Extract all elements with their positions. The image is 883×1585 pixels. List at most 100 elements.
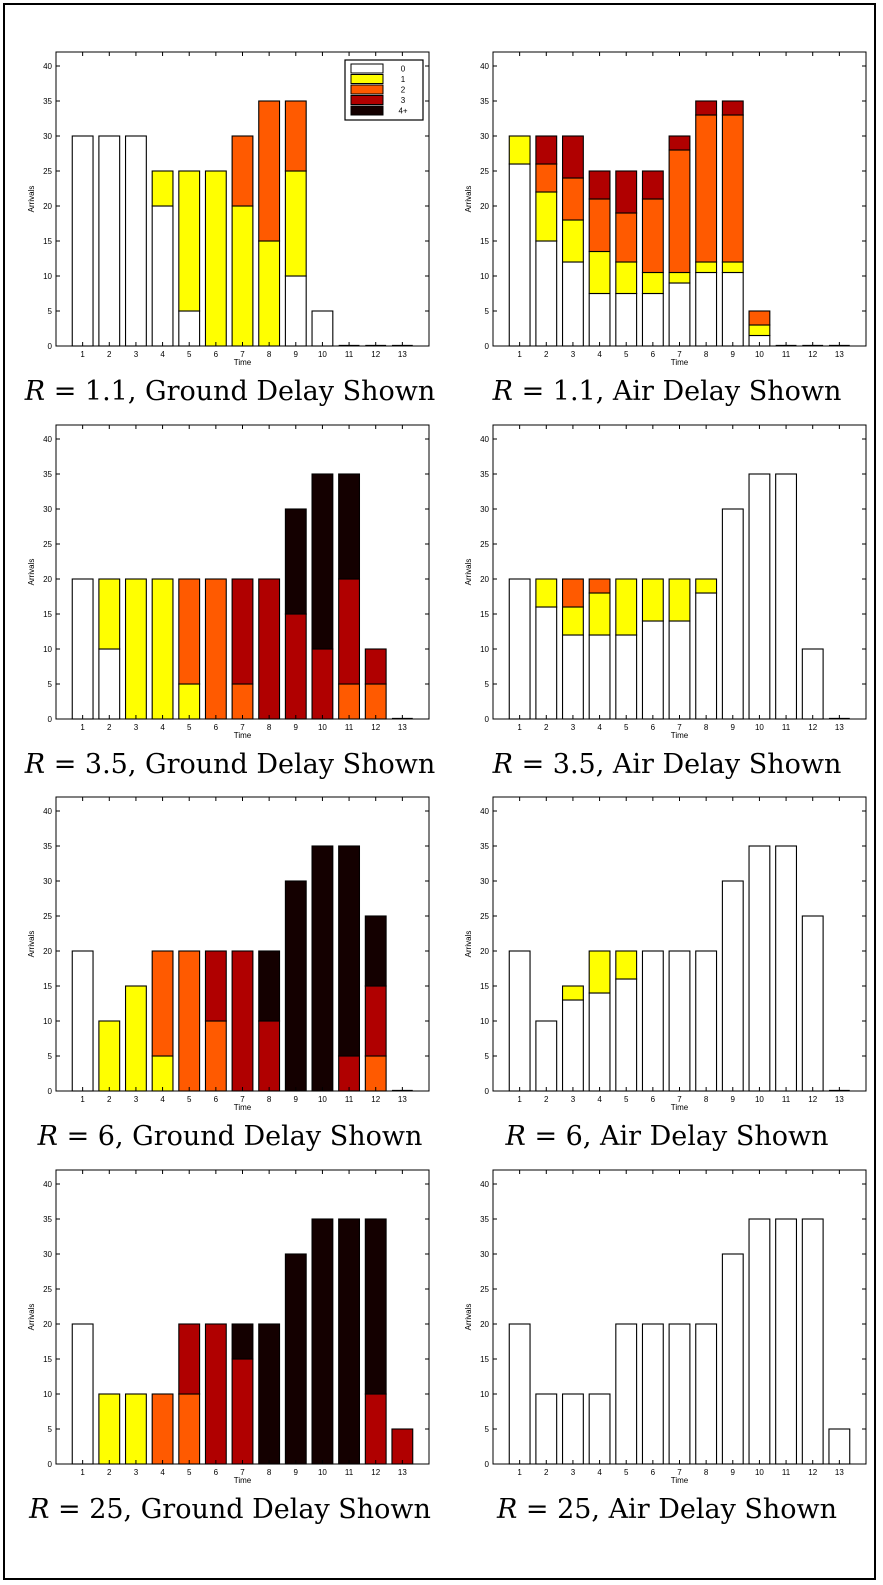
y-tick-label: 40 <box>43 62 52 71</box>
y-tick-label: 40 <box>480 435 489 444</box>
y-axis-label: Arrivals <box>27 559 36 586</box>
bar-segment <box>204 950 227 1022</box>
y-tick-label: 10 <box>480 272 489 281</box>
chart-caption: R = 6, Ground Delay Shown <box>10 1121 450 1152</box>
bar-segment <box>98 578 121 650</box>
x-tick-label: 9 <box>731 350 736 359</box>
bar-segment <box>615 1323 638 1465</box>
caption-value: = 3.5, <box>45 749 146 780</box>
bar-segment <box>801 1218 824 1465</box>
y-tick-label: 20 <box>43 575 52 584</box>
bar-segment <box>588 992 611 1092</box>
bar-segment <box>204 170 227 347</box>
x-tick-label: 1 <box>517 1468 522 1477</box>
legend-swatch <box>350 95 384 105</box>
y-tick-label: 25 <box>480 167 489 176</box>
x-tick-label: 1 <box>80 723 85 732</box>
bar-segment <box>721 261 744 274</box>
y-tick-label: 15 <box>43 610 52 619</box>
bar-segment <box>124 1393 147 1465</box>
y-tick-label: 20 <box>480 202 489 211</box>
x-tick-label: 5 <box>187 350 192 359</box>
x-tick-label: 7 <box>677 350 682 359</box>
caption-text: Ground Delay Shown <box>145 376 436 407</box>
x-tick-label: 7 <box>677 1095 682 1104</box>
bar-segment <box>284 275 307 347</box>
caption-text: Air Delay Shown <box>600 1121 829 1152</box>
bar-segment <box>124 985 147 1092</box>
bar-segment <box>178 683 201 720</box>
x-tick-label: 4 <box>597 1095 602 1104</box>
x-tick-label: 6 <box>214 723 219 732</box>
bar-segment <box>721 508 744 720</box>
bar-segment <box>561 985 584 1001</box>
y-tick-label: 30 <box>43 505 52 514</box>
bar-segment <box>178 1393 201 1465</box>
bar-segment <box>284 100 307 172</box>
y-tick-label: 15 <box>480 1355 489 1364</box>
chart-caption: R = 3.5, Ground Delay Shown <box>10 749 450 780</box>
bar-segment <box>588 950 611 994</box>
legend-swatch <box>350 84 384 95</box>
y-tick-label: 15 <box>43 1355 52 1364</box>
bar-segment <box>615 170 638 214</box>
bar-segment <box>258 1323 281 1465</box>
x-tick-label: 13 <box>835 723 844 732</box>
x-tick-label: 11 <box>345 1095 354 1104</box>
bar-segment <box>641 950 664 1092</box>
bar-segment <box>231 135 254 207</box>
bar-segment <box>311 1218 334 1465</box>
bar-segment <box>588 170 611 200</box>
x-tick-label: 13 <box>835 1095 844 1104</box>
x-tick-label: 11 <box>782 350 791 359</box>
x-tick-label: 9 <box>731 1468 736 1477</box>
bar-segment <box>641 620 664 720</box>
bar-segment <box>535 191 558 242</box>
x-tick-label: 10 <box>318 1468 327 1477</box>
y-tick-label: 35 <box>43 470 52 479</box>
x-tick-label: 9 <box>731 723 736 732</box>
bar-segment <box>71 135 94 347</box>
x-tick-label: 2 <box>544 1468 549 1477</box>
caption-value: = 25, <box>517 1494 609 1525</box>
bar-segment <box>695 950 718 1092</box>
x-tick-label: 13 <box>398 1468 407 1477</box>
y-tick-label: 0 <box>485 1460 490 1469</box>
x-tick-label: 13 <box>835 1468 844 1477</box>
bar-segment <box>178 1323 201 1395</box>
y-tick-label: 5 <box>485 307 490 316</box>
y-tick-label: 10 <box>480 645 489 654</box>
bar-segment <box>801 648 824 720</box>
y-tick-label: 15 <box>480 610 489 619</box>
y-axis-label: Arrivals <box>27 1304 36 1331</box>
y-tick-label: 40 <box>480 1180 489 1189</box>
bar-segment <box>98 1020 121 1092</box>
y-tick-label: 40 <box>43 1180 52 1189</box>
bar-segment <box>151 1393 174 1465</box>
x-tick-label: 7 <box>240 723 245 732</box>
y-tick-label: 0 <box>48 1087 53 1096</box>
y-tick-label: 40 <box>480 807 489 816</box>
x-axis-label: Time <box>671 358 689 367</box>
x-tick-label: 13 <box>835 350 844 359</box>
bar-segment <box>71 578 94 720</box>
y-tick-label: 30 <box>480 132 489 141</box>
bar-segment <box>588 1393 611 1465</box>
x-tick-label: 5 <box>624 1095 629 1104</box>
x-tick-label: 3 <box>571 1095 576 1104</box>
x-tick-label: 3 <box>571 350 576 359</box>
bar-segment <box>561 606 584 636</box>
chart-caption: R = 1.1, Air Delay Shown <box>447 376 883 407</box>
bar-segment <box>151 578 174 720</box>
bar-segment <box>535 135 558 165</box>
bar-segment <box>311 648 334 720</box>
x-tick-label: 2 <box>544 723 549 732</box>
bar-segment <box>151 950 174 1057</box>
bar-segment <box>561 177 584 221</box>
bar-segment <box>231 950 254 1092</box>
x-tick-label: 11 <box>345 1468 354 1477</box>
x-tick-label: 9 <box>294 1095 299 1104</box>
